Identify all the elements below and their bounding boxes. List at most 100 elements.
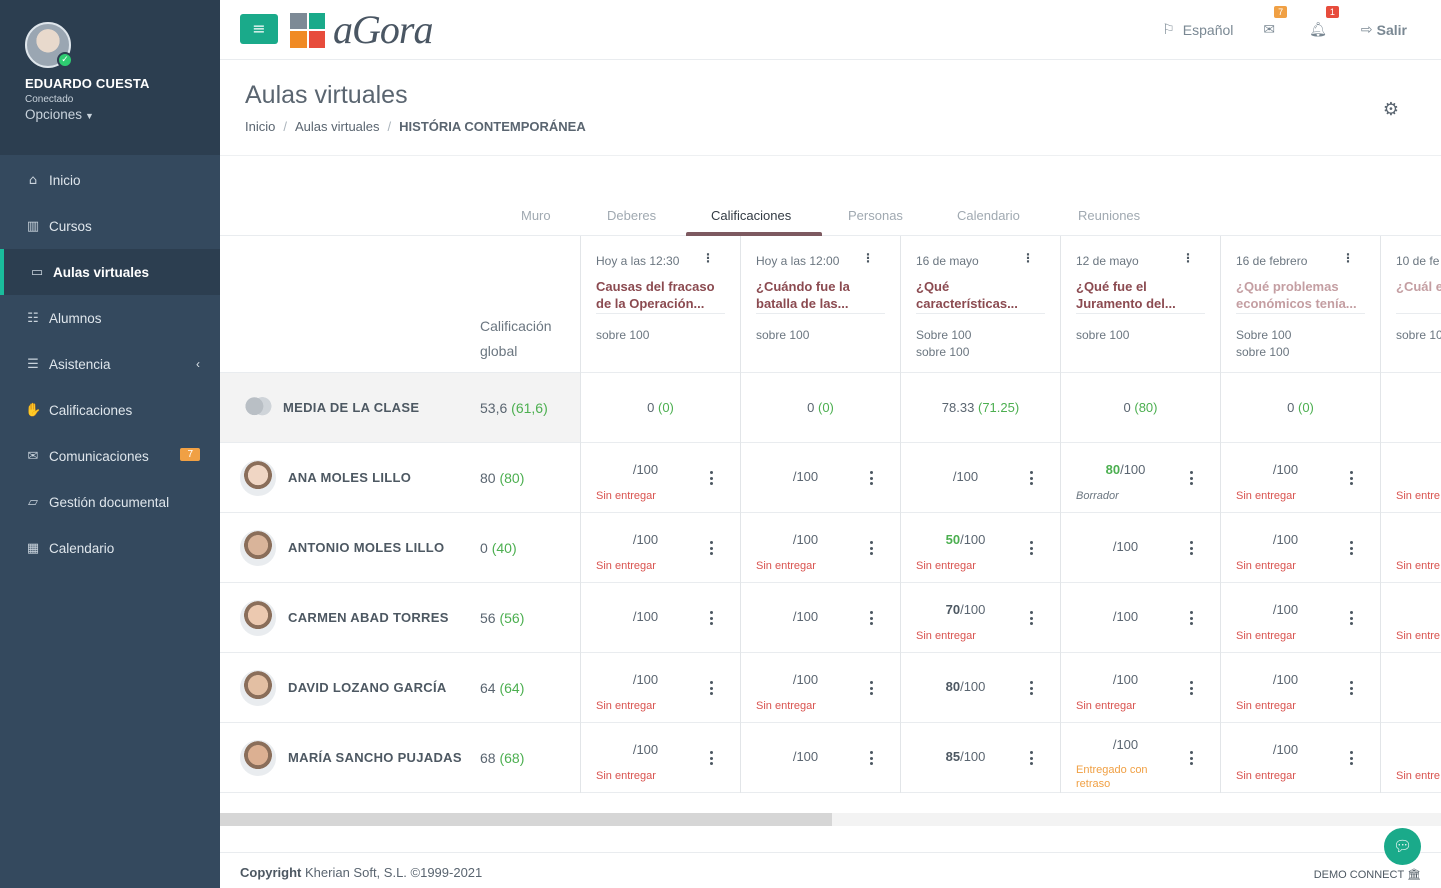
sidebar-item-asistencia[interactable]: ☰ Asistencia ‹ [0,341,220,387]
grade-cell[interactable]: / Sin entre [1381,443,1441,513]
options-dropdown[interactable]: Opciones ▼ [25,107,195,122]
assignment-title[interactable]: ¿Cuándo fue la batalla de las... [756,278,885,314]
kebab-menu-icon[interactable] [870,681,874,695]
kebab-menu-icon[interactable] [710,681,714,695]
kebab-menu-icon[interactable]: ⋮ [702,251,714,265]
logout-button[interactable]: ⇨ Salir [1361,22,1407,38]
tab-deberes[interactable]: Deberes [607,208,657,223]
tab-reuniones[interactable]: Reuniones [1078,208,1141,223]
kebab-menu-icon[interactable] [1030,681,1034,695]
grade-cell[interactable]: /100 Sin entregar [1221,583,1380,653]
kebab-menu-icon[interactable] [1190,611,1194,625]
breadcrumb-home[interactable]: Inicio [245,119,276,134]
grade-cell[interactable]: /100 Sin entregar [581,653,740,723]
kebab-menu-icon[interactable] [1350,611,1354,625]
sidebar-item-calificaciones[interactable]: ✋ Calificaciones [0,387,220,433]
grade-cell[interactable]: /100 Sin entregar [1221,653,1380,723]
kebab-menu-icon[interactable] [1350,751,1354,765]
kebab-menu-icon[interactable] [710,471,714,485]
student-row[interactable]: MARÍA SANCHO PUJADAS 68 (68) [220,723,580,793]
horizontal-scrollbar[interactable] [220,813,1441,826]
grade-cell[interactable]: /100 [581,583,740,653]
grade-cell[interactable]: /100 [741,443,900,513]
kebab-menu-icon[interactable] [1190,541,1194,555]
sidebar-item-cursos[interactable]: ▥ Cursos [0,203,220,249]
sidebar-item-inicio[interactable]: ⌂ Inicio [0,157,220,203]
kebab-menu-icon[interactable] [710,611,714,625]
kebab-menu-icon[interactable] [710,751,714,765]
grade-cell[interactable]: /100 [741,583,900,653]
kebab-menu-icon[interactable] [1190,681,1194,695]
mail-button[interactable]: ✉ 7 [1263,6,1288,38]
kebab-menu-icon[interactable] [710,541,714,555]
grade-cell[interactable]: /100 [1061,583,1220,653]
sidebar-item-aulas-virtuales[interactable]: ▭ Aulas virtuales [0,249,220,295]
grade-cell[interactable]: /100 Sin entregar [741,653,900,723]
sidebar-item-alumnos[interactable]: ☷ Alumnos [0,295,220,341]
kebab-menu-icon[interactable]: ⋮ [1342,251,1354,265]
grade-cell[interactable]: / [1381,653,1441,723]
kebab-menu-icon[interactable] [1190,751,1194,765]
logo[interactable]: aGora [290,10,433,50]
kebab-menu-icon[interactable] [1030,471,1034,485]
assignment-title[interactable]: ¿Cuál e nombr [1396,278,1441,314]
chat-button[interactable]: 💬︎ [1384,828,1421,865]
sidebar-item-comunicaciones[interactable]: ✉ Comunicaciones 7 [0,433,220,479]
grade-cell[interactable]: /100 [741,723,900,793]
grade-cell[interactable]: / Sin entre [1381,513,1441,583]
sidebar-item-calendario[interactable]: ▦ Calendario [0,525,220,571]
sidebar-item-gestión-documental[interactable]: ▱ Gestión documental [0,479,220,525]
grade-cell[interactable]: 85/100 [901,723,1060,793]
kebab-menu-icon[interactable] [870,471,874,485]
grade-cell[interactable]: / Sin entre [1381,583,1441,653]
avatar[interactable]: ✓ [25,22,73,68]
grade-cell[interactable]: /100 Sin entregar [1221,513,1380,583]
tab-personas[interactable]: Personas [848,208,903,223]
grade-cell[interactable]: /100 Sin entregar [741,513,900,583]
notifications-button[interactable]: 🔔︎ 1 [1309,6,1339,38]
tab-calendario[interactable]: Calendario [957,208,1020,223]
kebab-menu-icon[interactable] [870,751,874,765]
kebab-menu-icon[interactable]: ⋮ [1182,251,1194,265]
grade-cell[interactable]: 50/100 Sin entregar [901,513,1060,583]
student-row[interactable]: ANTONIO MOLES LILLO 0 (40) [220,513,580,583]
kebab-menu-icon[interactable] [1190,471,1194,485]
kebab-menu-icon[interactable] [1350,541,1354,555]
kebab-menu-icon[interactable] [1350,681,1354,695]
tab-muro[interactable]: Muro [521,208,551,223]
grade-cell[interactable]: /100 Sin entregar [1221,443,1380,513]
grade-cell[interactable]: /100 [901,443,1060,513]
scrollbar-thumb[interactable] [220,813,832,826]
student-row[interactable]: ANA MOLES LILLO 80 (80) [220,443,580,513]
grade-cell[interactable]: /100 Sin entregar [581,723,740,793]
kebab-menu-icon[interactable] [1030,751,1034,765]
tab-calificaciones[interactable]: Calificaciones [711,208,792,223]
student-row[interactable]: CARMEN ABAD TORRES 56 (56) [220,583,580,653]
grade-cell[interactable]: 80/100 [901,653,1060,723]
kebab-menu-icon[interactable]: ⋮ [862,251,874,265]
kebab-menu-icon[interactable]: ⋮ [1022,251,1034,265]
gear-icon[interactable]: ⚙ [1382,99,1399,120]
grade-cell[interactable]: /100 Sin entregar [1221,723,1380,793]
language-selector[interactable]: ⚐ Español [1162,22,1233,38]
breadcrumb-aulas[interactable]: Aulas virtuales [294,119,380,134]
kebab-menu-icon[interactable] [1030,541,1034,555]
grade-cell[interactable]: /100 Sin entregar [581,513,740,583]
assignment-title[interactable]: Causas del fracaso de la Operación... [596,278,725,314]
menu-toggle-button[interactable]: ≡ [240,14,278,44]
assignment-title[interactable]: ¿Qué características... [916,278,1045,314]
student-row[interactable]: DAVID LOZANO GARCÍA 64 (64) [220,653,580,723]
grade-cell[interactable]: / Sin entre [1381,723,1441,793]
grade-cell[interactable]: /100 [1061,513,1220,583]
grade-cell[interactable]: 70/100 Sin entregar [901,583,1060,653]
kebab-menu-icon[interactable] [870,541,874,555]
assignment-title[interactable]: ¿Qué fue el Juramento del... [1076,278,1205,314]
grade-cell[interactable]: /100 Sin entregar [581,443,740,513]
grade-cell[interactable]: /100 Sin entregar [1061,653,1220,723]
grade-cell[interactable]: /100 Entregado con retraso [1061,723,1220,793]
grade-cell[interactable]: 80/100 Borrador [1061,443,1220,513]
kebab-menu-icon[interactable] [1350,471,1354,485]
kebab-menu-icon[interactable] [870,611,874,625]
assignment-title[interactable]: ¿Qué problemas económicos tenía... [1236,278,1365,314]
kebab-menu-icon[interactable] [1030,611,1034,625]
